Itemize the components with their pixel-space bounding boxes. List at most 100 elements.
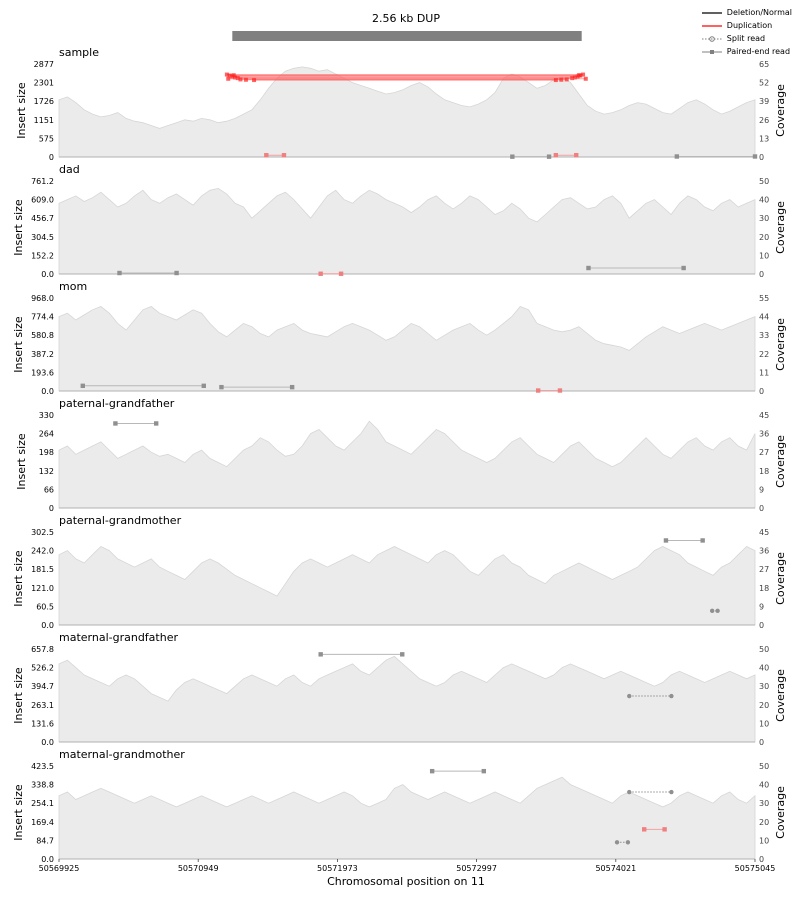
coverage-tick-label: 13 <box>759 134 769 143</box>
duplication-marker <box>564 77 569 82</box>
coverage-tick-label: 0 <box>759 855 764 864</box>
panel-title: paternal-grandmother <box>59 514 182 527</box>
y-tick-label: 0 <box>49 504 54 513</box>
panel-title: maternal-grandmother <box>59 748 185 761</box>
coverage-area <box>58 776 756 860</box>
paired-end-marker <box>752 154 758 159</box>
y-axis-label: Insert size <box>12 199 25 256</box>
coverage-tick-label: 50 <box>759 177 769 186</box>
y-tick-label: 423.5 <box>31 762 54 771</box>
coverage-tick-label: 39 <box>759 97 769 106</box>
y-tick-label: 131.6 <box>31 719 54 728</box>
legend-item-duplication: Duplication <box>701 19 792 32</box>
duplication-read-marker <box>281 153 287 158</box>
coverage-tick-label: 0 <box>759 738 764 747</box>
coverage-tick-label: 30 <box>759 682 769 691</box>
panel-title: sample <box>59 46 99 59</box>
paired-end-marker <box>700 538 705 543</box>
duplication-marker <box>233 75 238 80</box>
paired-end-marker <box>174 270 179 276</box>
duplication-read-marker <box>535 388 541 393</box>
panel-title: maternal-grandfather <box>59 631 178 644</box>
paired-end-marker <box>318 652 323 657</box>
paired-end-marker <box>201 383 206 389</box>
split-read-marker <box>625 840 631 845</box>
x-tick-label: 50575045 <box>735 864 776 873</box>
coverage-tick-label: 0 <box>759 387 764 396</box>
y-tick-label: 968.0 <box>31 294 54 303</box>
duplication-read-marker <box>264 153 269 158</box>
coverage-area <box>58 420 756 509</box>
panel-title: mom <box>59 280 87 293</box>
coverage-tick-label: 18 <box>759 584 769 593</box>
duplication-marker <box>559 77 564 82</box>
legend-label: Deletion/Normal <box>726 8 792 17</box>
coverage-tick-label: 30 <box>759 214 769 223</box>
paired-end-marker <box>429 768 435 774</box>
y-tick-label: 242.0 <box>31 547 54 556</box>
x-tick-label: 50572997 <box>456 864 497 873</box>
paired-end-marker <box>117 270 122 276</box>
coverage-tick-label: 0 <box>759 153 764 162</box>
duplication-marker <box>553 78 558 83</box>
coverage-tick-label: 30 <box>759 799 769 808</box>
coverage-area <box>58 187 756 275</box>
duplication-marker <box>227 73 232 78</box>
y-tick-label: 304.5 <box>31 233 54 242</box>
y-tick-label: 84.7 <box>36 836 54 845</box>
y-tick-label: 1151 <box>34 116 54 125</box>
panel-sample: sample 0 575 1151 1726 2301 2877 0 13 26 39 52 65 Ins… <box>15 46 787 162</box>
panel-mom: mom 0.0 193.6 387.2 580.8 774.4 968.0 0 11 22 33 44… <box>12 280 787 396</box>
panel-paternal-grandmother: paternal-grandmother 0.0 60.5 121.0 181.5 242… <box>12 514 787 630</box>
paired-end-marker <box>681 265 686 271</box>
duplication-read-marker <box>574 152 579 158</box>
coverage-axis-label: Coverage <box>774 84 787 137</box>
y-tick-label: 609.0 <box>31 196 54 205</box>
split-read-marker <box>627 693 632 699</box>
y-tick-label: 2877 <box>34 60 54 69</box>
coverage-area <box>58 66 756 158</box>
coverage-tick-label: 10 <box>759 836 769 845</box>
y-tick-label: 0.0 <box>41 270 54 279</box>
coverage-axis-label: Coverage <box>774 552 787 605</box>
coverage-tick-label: 36 <box>759 547 769 556</box>
y-axis-label: Insert size <box>12 667 25 724</box>
coverage-tick-label: 50 <box>759 645 769 654</box>
split-read-marker <box>669 693 674 699</box>
split-read-marker <box>715 608 720 614</box>
panel-title: dad <box>59 163 80 176</box>
legend-label: Paired-end read <box>726 47 791 56</box>
y-tick-label: 0 <box>49 153 54 162</box>
y-tick-label: 254.1 <box>31 799 54 808</box>
coverage-tick-label: 10 <box>759 719 769 728</box>
paired-end-marker <box>663 538 669 543</box>
y-axis-label: Insert size <box>12 316 25 373</box>
y-axis-label: Insert size <box>15 433 28 490</box>
coverage-tick-label: 9 <box>759 602 764 611</box>
coverage-tick-label: 40 <box>759 781 769 790</box>
y-tick-label: 774.4 <box>31 313 54 322</box>
y-tick-label: 66 <box>44 485 54 494</box>
y-tick-label: 263.1 <box>31 701 54 710</box>
panel-maternal-grandfather: maternal-grandfather 0.0 131.6 263.1 394.7 52… <box>12 631 787 747</box>
duplication-marker <box>226 76 231 81</box>
coverage-area <box>58 306 756 392</box>
duplication-read-marker <box>557 388 563 393</box>
paired-end-marker <box>153 421 159 426</box>
coverage-tick-label: 44 <box>759 313 769 322</box>
coverage-tick-label: 40 <box>759 196 769 205</box>
split-read-marker <box>669 789 674 795</box>
duplication-marker <box>243 77 248 82</box>
y-tick-label: 0.0 <box>41 855 54 864</box>
coverage-area <box>58 546 756 626</box>
duplication-read-marker <box>338 271 344 276</box>
legend-label: Split read <box>726 34 766 43</box>
y-tick-label: 264 <box>39 430 54 439</box>
coverage-tick-label: 11 <box>759 368 769 377</box>
y-tick-label: 1726 <box>34 97 54 106</box>
paired-end-marker <box>546 154 552 159</box>
coverage-tick-label: 18 <box>759 467 769 476</box>
panel-title: paternal-grandfather <box>59 397 175 410</box>
y-axis-label: Insert size <box>12 784 25 841</box>
coverage-tick-label: 20 <box>759 818 769 827</box>
